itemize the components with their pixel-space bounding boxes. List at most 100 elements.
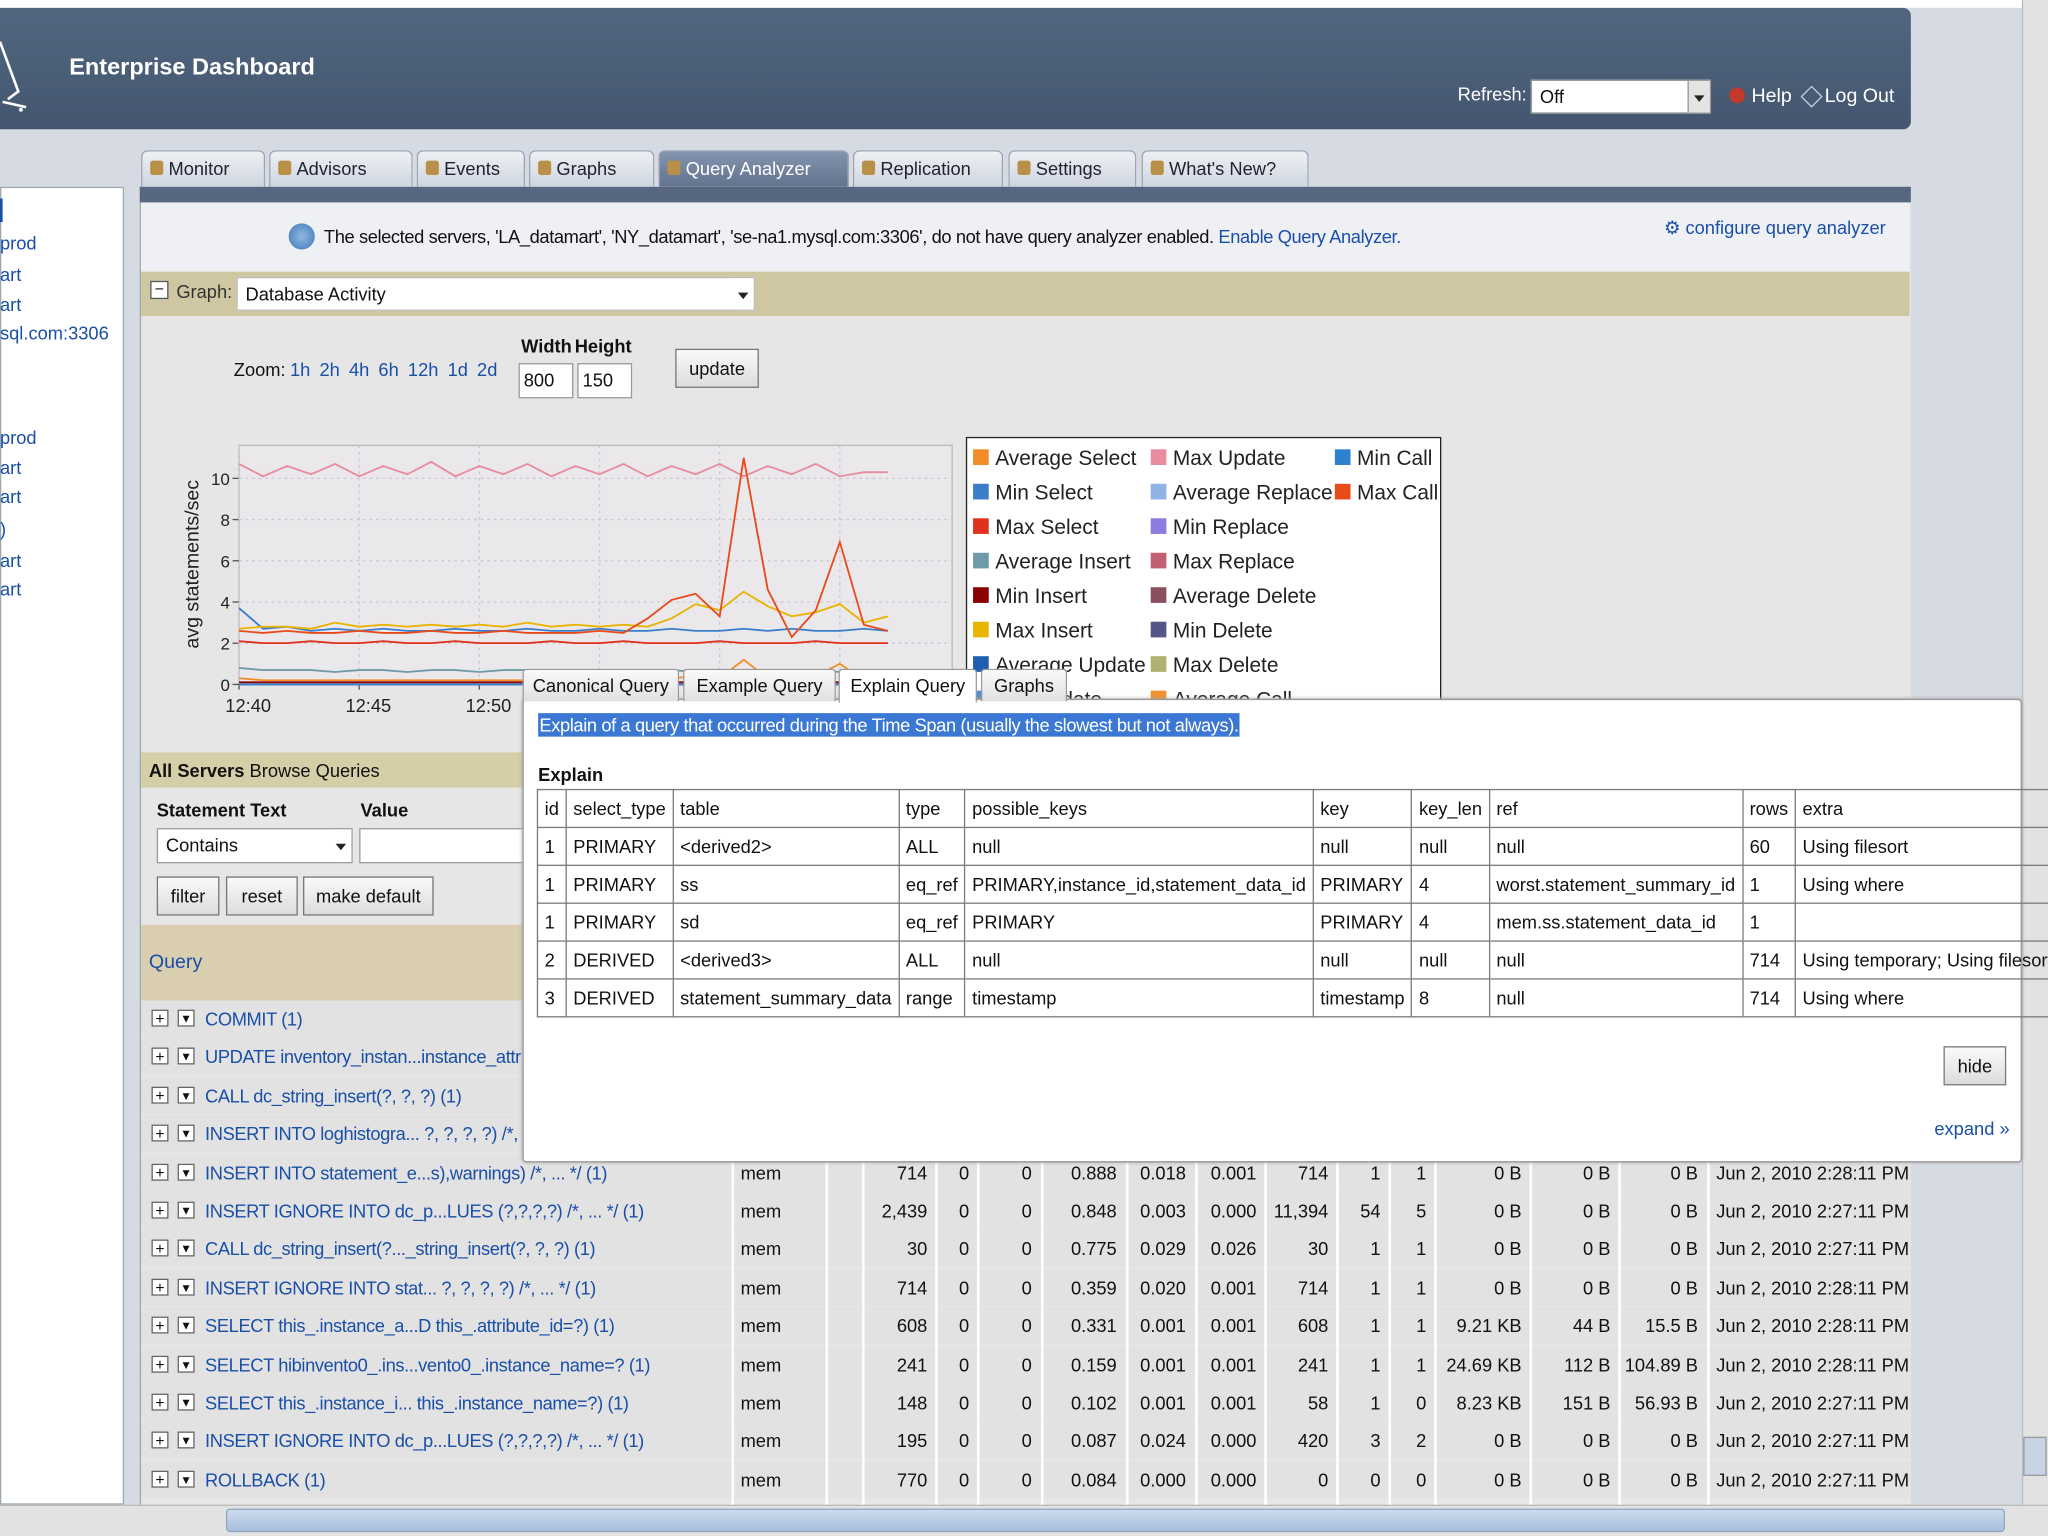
query-text[interactable]: UPDATE inventory_instan...instance_attr [205, 1046, 521, 1068]
configure-link[interactable]: ⚙ configure query analyzer [1663, 216, 1886, 238]
help-link[interactable]: Help [1751, 84, 1792, 108]
details-icon[interactable]: ▼ [177, 1432, 195, 1449]
horizontal-thumb[interactable] [225, 1508, 2005, 1533]
zoom-option[interactable]: 4h [348, 359, 370, 381]
refresh-select[interactable]: Off [1530, 79, 1712, 114]
sidebar-item[interactable]: art [0, 293, 22, 315]
query-text[interactable]: SELECT this_.instance_i... this_.instanc… [205, 1392, 629, 1414]
query-db: mem [740, 1238, 782, 1260]
expand-icon[interactable]: + [151, 1201, 169, 1219]
details-icon[interactable]: ▼ [177, 1316, 195, 1334]
logout-link[interactable]: Log Out [1824, 84, 1895, 108]
details-icon[interactable]: ▼ [177, 1355, 195, 1373]
expand-icon[interactable]: + [151, 1316, 169, 1334]
nav-tab[interactable]: Advisors [269, 150, 413, 187]
query-column-header[interactable]: Query [148, 950, 203, 974]
details-icon[interactable]: ▼ [177, 1124, 195, 1142]
vertical-scrollbar[interactable] [2021, 0, 2048, 1505]
zoom-option[interactable]: 1d [447, 359, 468, 381]
sidebar-item[interactable]: ) [0, 518, 7, 540]
details-icon[interactable]: ▼ [177, 1086, 195, 1104]
query-text[interactable]: COMMIT (1) [205, 1008, 303, 1030]
details-icon[interactable]: ▼ [177, 1240, 195, 1257]
value-input[interactable] [359, 828, 529, 864]
details-icon[interactable]: ▼ [177, 1009, 195, 1027]
popup-tab[interactable]: Example Query [683, 668, 836, 702]
explain-cell: null [964, 826, 1314, 866]
query-text[interactable]: INSERT IGNORE INTO stat... ?, ?, ?, ?) /… [205, 1277, 596, 1299]
details-icon[interactable]: ▼ [177, 1163, 195, 1181]
explain-cell: null [1312, 940, 1413, 980]
query-text[interactable]: CALL dc_string_insert(?..._string_insert… [205, 1238, 596, 1260]
nav-tab[interactable]: Replication [852, 150, 1004, 187]
expand-icon[interactable]: + [151, 1393, 169, 1411]
details-icon[interactable]: ▼ [177, 1048, 195, 1065]
explain-cell: 714 [1741, 978, 1797, 1018]
reset-button[interactable]: reset [225, 876, 298, 916]
zoom-option[interactable]: 2h [319, 359, 340, 381]
vertical-thumb[interactable] [2023, 1436, 2047, 1476]
details-icon[interactable]: ▼ [177, 1393, 195, 1411]
expand-icon[interactable]: + [151, 1240, 169, 1257]
popup-tab[interactable]: Graphs [980, 668, 1068, 702]
enable-link[interactable]: Enable Query Analyzer. [1218, 225, 1401, 247]
popup-tab[interactable]: Canonical Query [522, 668, 680, 702]
query-cell: 0 [958, 1238, 970, 1260]
query-text[interactable]: SELECT hibinvento0_.ins...vento0_.instan… [205, 1353, 651, 1375]
query-text[interactable]: INSERT IGNORE INTO dc_p...LUES (?,?,?,?)… [205, 1430, 644, 1452]
zoom-option[interactable]: 12h [407, 359, 439, 381]
nav-tab[interactable]: Settings [1008, 150, 1137, 187]
expand-icon[interactable]: + [151, 1048, 169, 1065]
query-text[interactable]: INSERT IGNORE INTO dc_p...LUES (?,?,?,?)… [205, 1200, 644, 1222]
query-text[interactable]: ROLLBACK (1) [205, 1469, 326, 1491]
collapse-toggle[interactable]: − [150, 280, 169, 300]
match-select[interactable]: Contains [156, 828, 353, 864]
expand-icon[interactable]: + [151, 1009, 169, 1027]
query-cell: 0.001 [1210, 1353, 1257, 1375]
tab-icon [150, 160, 164, 176]
query-text[interactable]: SELECT this_.instance_a...D this_.attrib… [205, 1315, 615, 1337]
expand-icon[interactable]: + [151, 1355, 169, 1373]
nav-tab[interactable]: Graphs [528, 150, 655, 187]
query-text[interactable]: INSERT INTO loghistogra... ?, ?, ?, ?) /… [205, 1123, 518, 1145]
details-icon[interactable]: ▼ [177, 1278, 195, 1296]
sidebar-item[interactable]: art [0, 263, 22, 285]
expand-icon[interactable]: + [151, 1278, 169, 1296]
nav-tab[interactable]: Events [416, 150, 526, 187]
graph-select[interactable]: Database Activity [236, 276, 755, 311]
height-input[interactable]: 150 [577, 363, 633, 399]
zoom-option[interactable]: 1h [289, 359, 311, 381]
sidebar-item[interactable]: art [0, 485, 22, 507]
browse-link[interactable]: Browse Queries [249, 760, 380, 782]
nav-tab[interactable]: What's New? [1141, 150, 1309, 187]
width-input[interactable]: 800 [518, 363, 574, 399]
popup-tab[interactable]: Explain Query [838, 668, 977, 703]
sidebar-item[interactable]: art [0, 578, 22, 600]
update-button[interactable]: update [675, 348, 759, 388]
query-text[interactable]: CALL dc_string_insert(?, ?, ?) (1) [205, 1085, 462, 1107]
details-icon[interactable]: ▼ [177, 1201, 195, 1219]
zoom-option[interactable]: 2d [477, 359, 498, 381]
expand-link[interactable]: expand » [1934, 1118, 2010, 1139]
nav-tab[interactable]: Query Analyzer [658, 150, 849, 187]
default-button[interactable]: make default [303, 876, 434, 916]
details-icon[interactable]: ▼ [177, 1470, 195, 1488]
expand-icon[interactable]: + [151, 1432, 169, 1449]
sidebar-item[interactable]: prod [0, 427, 37, 448]
expand-icon[interactable]: + [151, 1124, 169, 1142]
expand-icon[interactable]: + [151, 1086, 169, 1103]
legend-label: Max Insert [995, 619, 1093, 642]
expand-icon[interactable]: + [151, 1163, 169, 1180]
sidebar-item[interactable]: art [0, 457, 22, 479]
sidebar-item[interactable]: art [0, 549, 22, 571]
hide-button[interactable]: hide [1943, 1046, 2007, 1086]
query-text[interactable]: INSERT INTO statement_e...s),warnings) /… [205, 1161, 608, 1183]
expand-icon[interactable]: + [151, 1470, 169, 1487]
sidebar-item[interactable]: sql.com:3306 [0, 322, 109, 344]
legend-label: Average Insert [995, 550, 1131, 573]
zoom-option[interactable]: 6h [378, 359, 399, 381]
filter-button[interactable]: filter [156, 876, 220, 916]
query-cell: 30 [906, 1238, 928, 1260]
nav-tab[interactable]: Monitor [141, 150, 266, 187]
sidebar-item[interactable]: prod [0, 232, 37, 254]
